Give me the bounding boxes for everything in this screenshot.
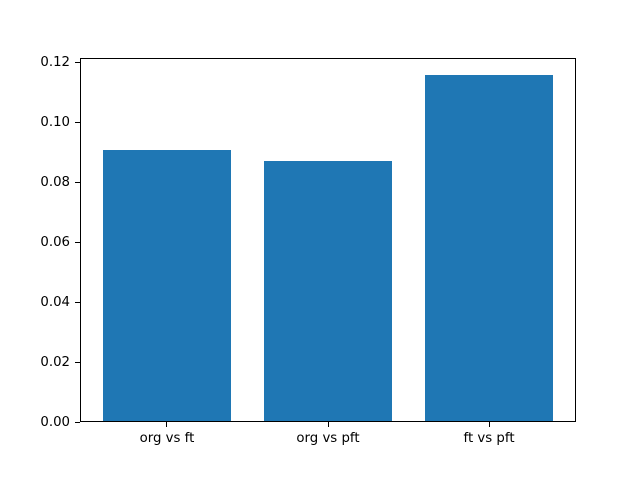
x-tick-label: org vs pft [296, 431, 360, 447]
y-tick-label: 0.12 [40, 55, 70, 71]
y-tick-label: 0.06 [40, 235, 70, 251]
y-tick-mark [75, 122, 80, 124]
y-tick-mark [75, 62, 80, 64]
y-tick-label: 0.02 [40, 354, 70, 370]
bar-ft-vs-pft [424, 74, 554, 423]
bar-org-vs-ft [102, 149, 232, 423]
x-tick-mark [166, 422, 168, 428]
x-tick-label: ft vs pft [463, 431, 515, 447]
y-tick-label: 0.00 [40, 414, 70, 430]
y-tick-mark [75, 302, 80, 304]
y-tick-mark [75, 361, 80, 363]
x-tick-label: org vs ft [139, 431, 195, 447]
x-tick-mark [327, 422, 329, 428]
y-tick-mark [75, 242, 80, 244]
y-tick-mark [75, 421, 80, 423]
y-tick-label: 0.10 [40, 115, 70, 131]
y-tick-mark [75, 182, 80, 184]
x-tick-mark [488, 422, 490, 428]
y-tick-label: 0.04 [40, 295, 70, 311]
bar-org-vs-pft [263, 160, 393, 423]
y-tick-label: 0.08 [40, 175, 70, 191]
